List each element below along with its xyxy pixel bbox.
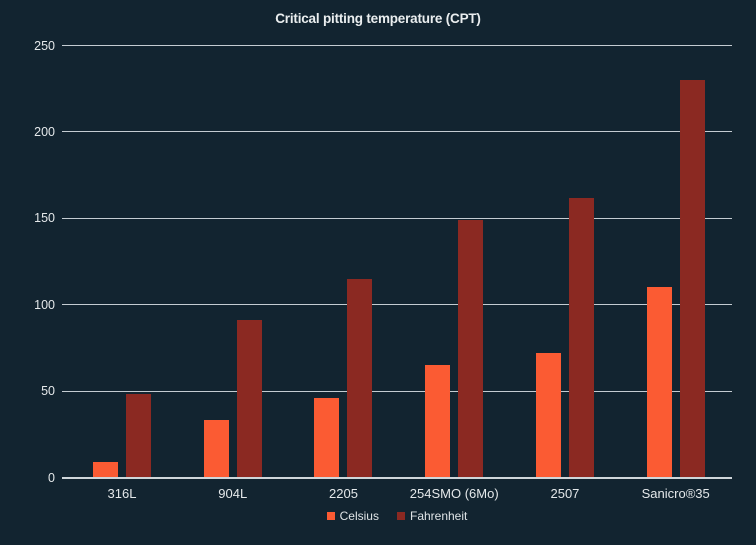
x-axis-label-sanicro-35: Sanicro®35 — [641, 486, 710, 501]
legend-item-celsius: Celsius — [326, 509, 379, 523]
y-tick-label-50: 50 — [41, 384, 55, 399]
y-tick-label-100: 100 — [34, 297, 55, 312]
gridline-200 — [62, 131, 732, 133]
x-axis-label-254smo-6mo: 254SMO (6Mo) — [409, 486, 499, 501]
bar-fahrenheit-904l — [236, 319, 262, 478]
legend-item-fahrenheit: Fahrenheit — [396, 509, 468, 523]
bar-fahrenheit-sanicro-35 — [679, 80, 705, 478]
chart-legend: Celsius Fahrenheit — [62, 509, 732, 523]
bar-celsius-316l — [93, 461, 118, 478]
legend-label-fahrenheit: Fahrenheit — [409, 509, 468, 523]
y-tick-label-250: 250 — [34, 38, 55, 53]
chart-title: Critical pitting temperature (CPT) — [275, 11, 481, 26]
x-axis-label-2205: 2205 — [329, 486, 358, 501]
bar-fahrenheit-316l — [126, 394, 151, 478]
gridline-50 — [62, 390, 732, 392]
y-tick-label-150: 150 — [34, 211, 55, 226]
y-tick-label-0: 0 — [48, 470, 55, 485]
bar-fahrenheit-254smo-6mo — [458, 220, 484, 478]
gridline-100 — [62, 304, 732, 306]
bar-celsius-2507 — [535, 353, 561, 478]
x-axis-label-904l: 904L — [218, 486, 248, 501]
x-axis-label-316l: 316L — [107, 486, 137, 501]
gridline-150 — [62, 217, 732, 219]
x-axis-line — [62, 476, 732, 479]
x-axis-label-2507: 2507 — [550, 486, 580, 501]
bar-celsius-sanicro-35 — [646, 287, 672, 478]
gridline-250 — [62, 45, 732, 46]
y-tick-label-200: 200 — [34, 124, 55, 139]
legend-label-celsius: Celsius — [339, 509, 379, 523]
bar-celsius-904l — [203, 420, 229, 478]
bar-fahrenheit-2205 — [347, 279, 373, 478]
legend-swatch-celsius — [326, 512, 335, 520]
bar-celsius-254smo-6mo — [425, 365, 451, 478]
bar-celsius-2205 — [314, 398, 340, 478]
legend-swatch-fahrenheit — [396, 512, 405, 520]
bar-fahrenheit-2507 — [568, 198, 594, 478]
